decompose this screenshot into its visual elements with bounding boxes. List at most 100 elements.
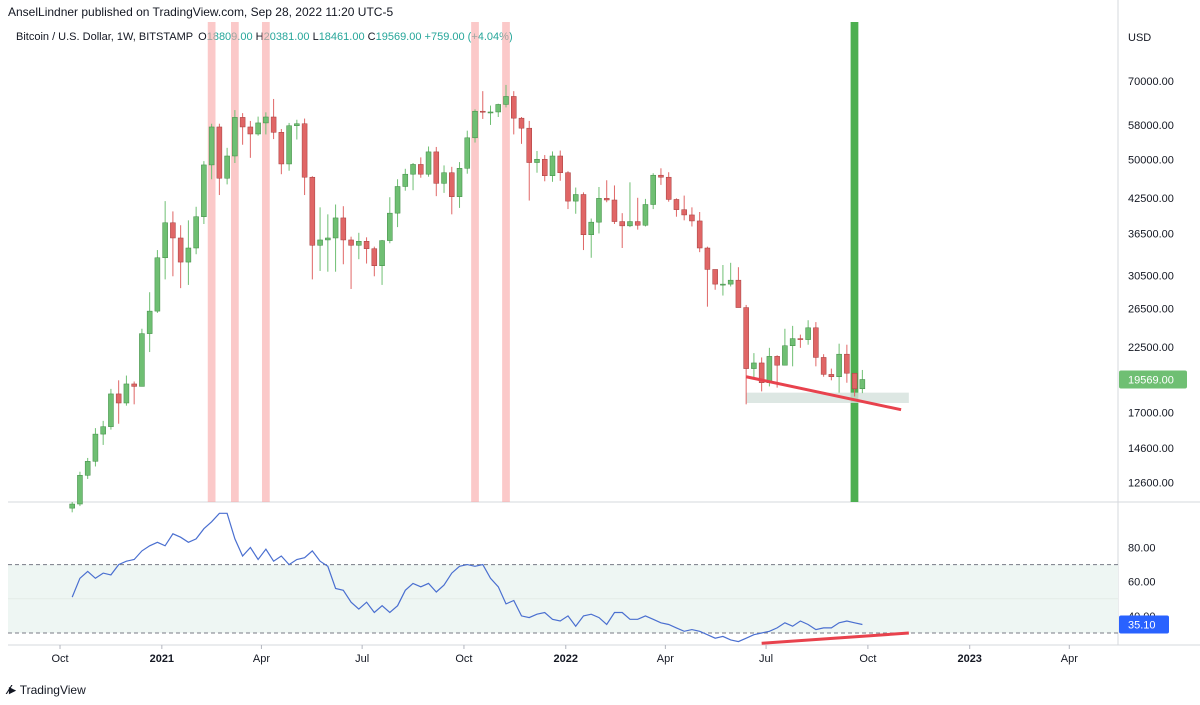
candle-body <box>123 383 130 404</box>
price-tick-label: 50000.00 <box>1128 155 1174 167</box>
candle-body <box>154 257 161 312</box>
candle-body <box>627 221 633 227</box>
candle-body <box>162 222 168 259</box>
rsi-tick-label: 60.00 <box>1128 577 1156 589</box>
candle-body <box>511 96 517 119</box>
candle-body <box>611 199 618 222</box>
candle-body <box>201 164 207 217</box>
candle-body <box>170 222 176 239</box>
candle-body <box>673 199 680 210</box>
candle-body <box>619 221 625 227</box>
candle-body <box>464 137 471 169</box>
candle-body <box>317 239 323 246</box>
candle-body <box>634 221 641 226</box>
candle-body <box>650 174 656 205</box>
rsi-trendline <box>761 631 909 645</box>
candle-body <box>588 221 594 235</box>
low-label: L <box>312 31 319 43</box>
candle-body <box>495 104 502 113</box>
candle-body <box>363 241 370 249</box>
symbol-legend: Bitcoin / U.S. Dollar, 1W, BITSTAMP O188… <box>16 31 513 43</box>
price-tick-label: 26500.00 <box>1128 303 1174 315</box>
price-tick-label: 12600.00 <box>1128 478 1174 490</box>
candle-body <box>69 503 75 509</box>
candle-body <box>851 372 858 390</box>
highlight-band <box>207 22 216 502</box>
price-trendline <box>745 375 902 412</box>
time-axis-label: 2023 <box>957 653 981 665</box>
candle-body <box>735 279 742 308</box>
candle-body <box>789 338 796 346</box>
price-tick-label: 30500.00 <box>1128 271 1174 283</box>
highlight-band <box>502 22 510 502</box>
candle-body <box>541 158 548 176</box>
candle-body <box>472 110 478 139</box>
tradingview-logo-icon[interactable]: ⁄▸ <box>8 682 16 697</box>
highlight-band <box>261 22 270 502</box>
candle-body <box>325 237 331 241</box>
candle-body <box>278 132 285 165</box>
candle-body <box>844 353 850 374</box>
candle-body <box>255 122 261 135</box>
candle-body <box>572 194 579 202</box>
candle-body <box>441 172 447 184</box>
last-price-label: 19569.00 <box>1128 374 1174 386</box>
candle-body <box>859 379 866 390</box>
candle-body <box>232 117 238 157</box>
candle-body <box>549 155 556 176</box>
candle-body <box>449 172 455 197</box>
time-axis-label: Oct <box>51 653 68 665</box>
candle-body <box>727 279 734 285</box>
brand-name[interactable]: TradingView <box>19 683 86 697</box>
support-zone <box>746 392 909 404</box>
price-tick-label: 17000.00 <box>1128 407 1174 419</box>
candle-body <box>518 117 525 129</box>
candle-body <box>185 247 192 263</box>
candle-body <box>115 393 122 404</box>
candle-body <box>263 116 269 124</box>
candle-body <box>139 333 145 387</box>
candle-body <box>270 116 277 133</box>
highlight-band <box>471 22 479 502</box>
candle-body <box>487 111 494 114</box>
price-tick-label: 70000.00 <box>1128 76 1174 88</box>
candle-body <box>177 237 184 263</box>
footer: ⁄▸ TradingView <box>8 682 86 698</box>
candle-body <box>526 127 532 163</box>
candle-body <box>418 164 424 175</box>
time-axis-label: Apr <box>253 653 270 665</box>
candle-body <box>371 248 378 266</box>
candle-body <box>146 310 153 334</box>
candle-body <box>193 216 199 249</box>
candle-body <box>131 383 137 387</box>
candle-body <box>294 123 300 126</box>
candle-body <box>84 461 91 476</box>
candle-body <box>301 123 308 178</box>
candle-body <box>805 327 811 340</box>
candle-body <box>503 96 509 105</box>
candle-body <box>108 393 114 427</box>
candle-body <box>797 338 804 340</box>
candle-body <box>356 241 362 246</box>
candle-body <box>681 209 687 216</box>
rsi-value-tag <box>1119 615 1169 634</box>
candle-body <box>766 356 773 383</box>
candle-body <box>239 117 246 128</box>
candle-body <box>704 247 711 270</box>
time-axis-label: Jul <box>355 653 369 665</box>
candle-body <box>387 212 393 241</box>
symbol-name: Bitcoin / U.S. Dollar, 1W, BITSTAMP <box>16 31 194 43</box>
candle-body <box>394 186 401 214</box>
candle-body <box>782 345 788 366</box>
time-axis-label: 2021 <box>150 653 174 665</box>
candle-body <box>813 327 819 358</box>
close-value: 19569.00 <box>375 31 422 43</box>
high-label: H <box>255 31 264 43</box>
candle-body <box>402 173 409 187</box>
rsi-line <box>71 512 863 643</box>
candle-body <box>340 217 347 241</box>
candle-body <box>208 126 215 166</box>
open-value: 18809.00 <box>206 31 253 43</box>
candle-body <box>642 204 649 226</box>
